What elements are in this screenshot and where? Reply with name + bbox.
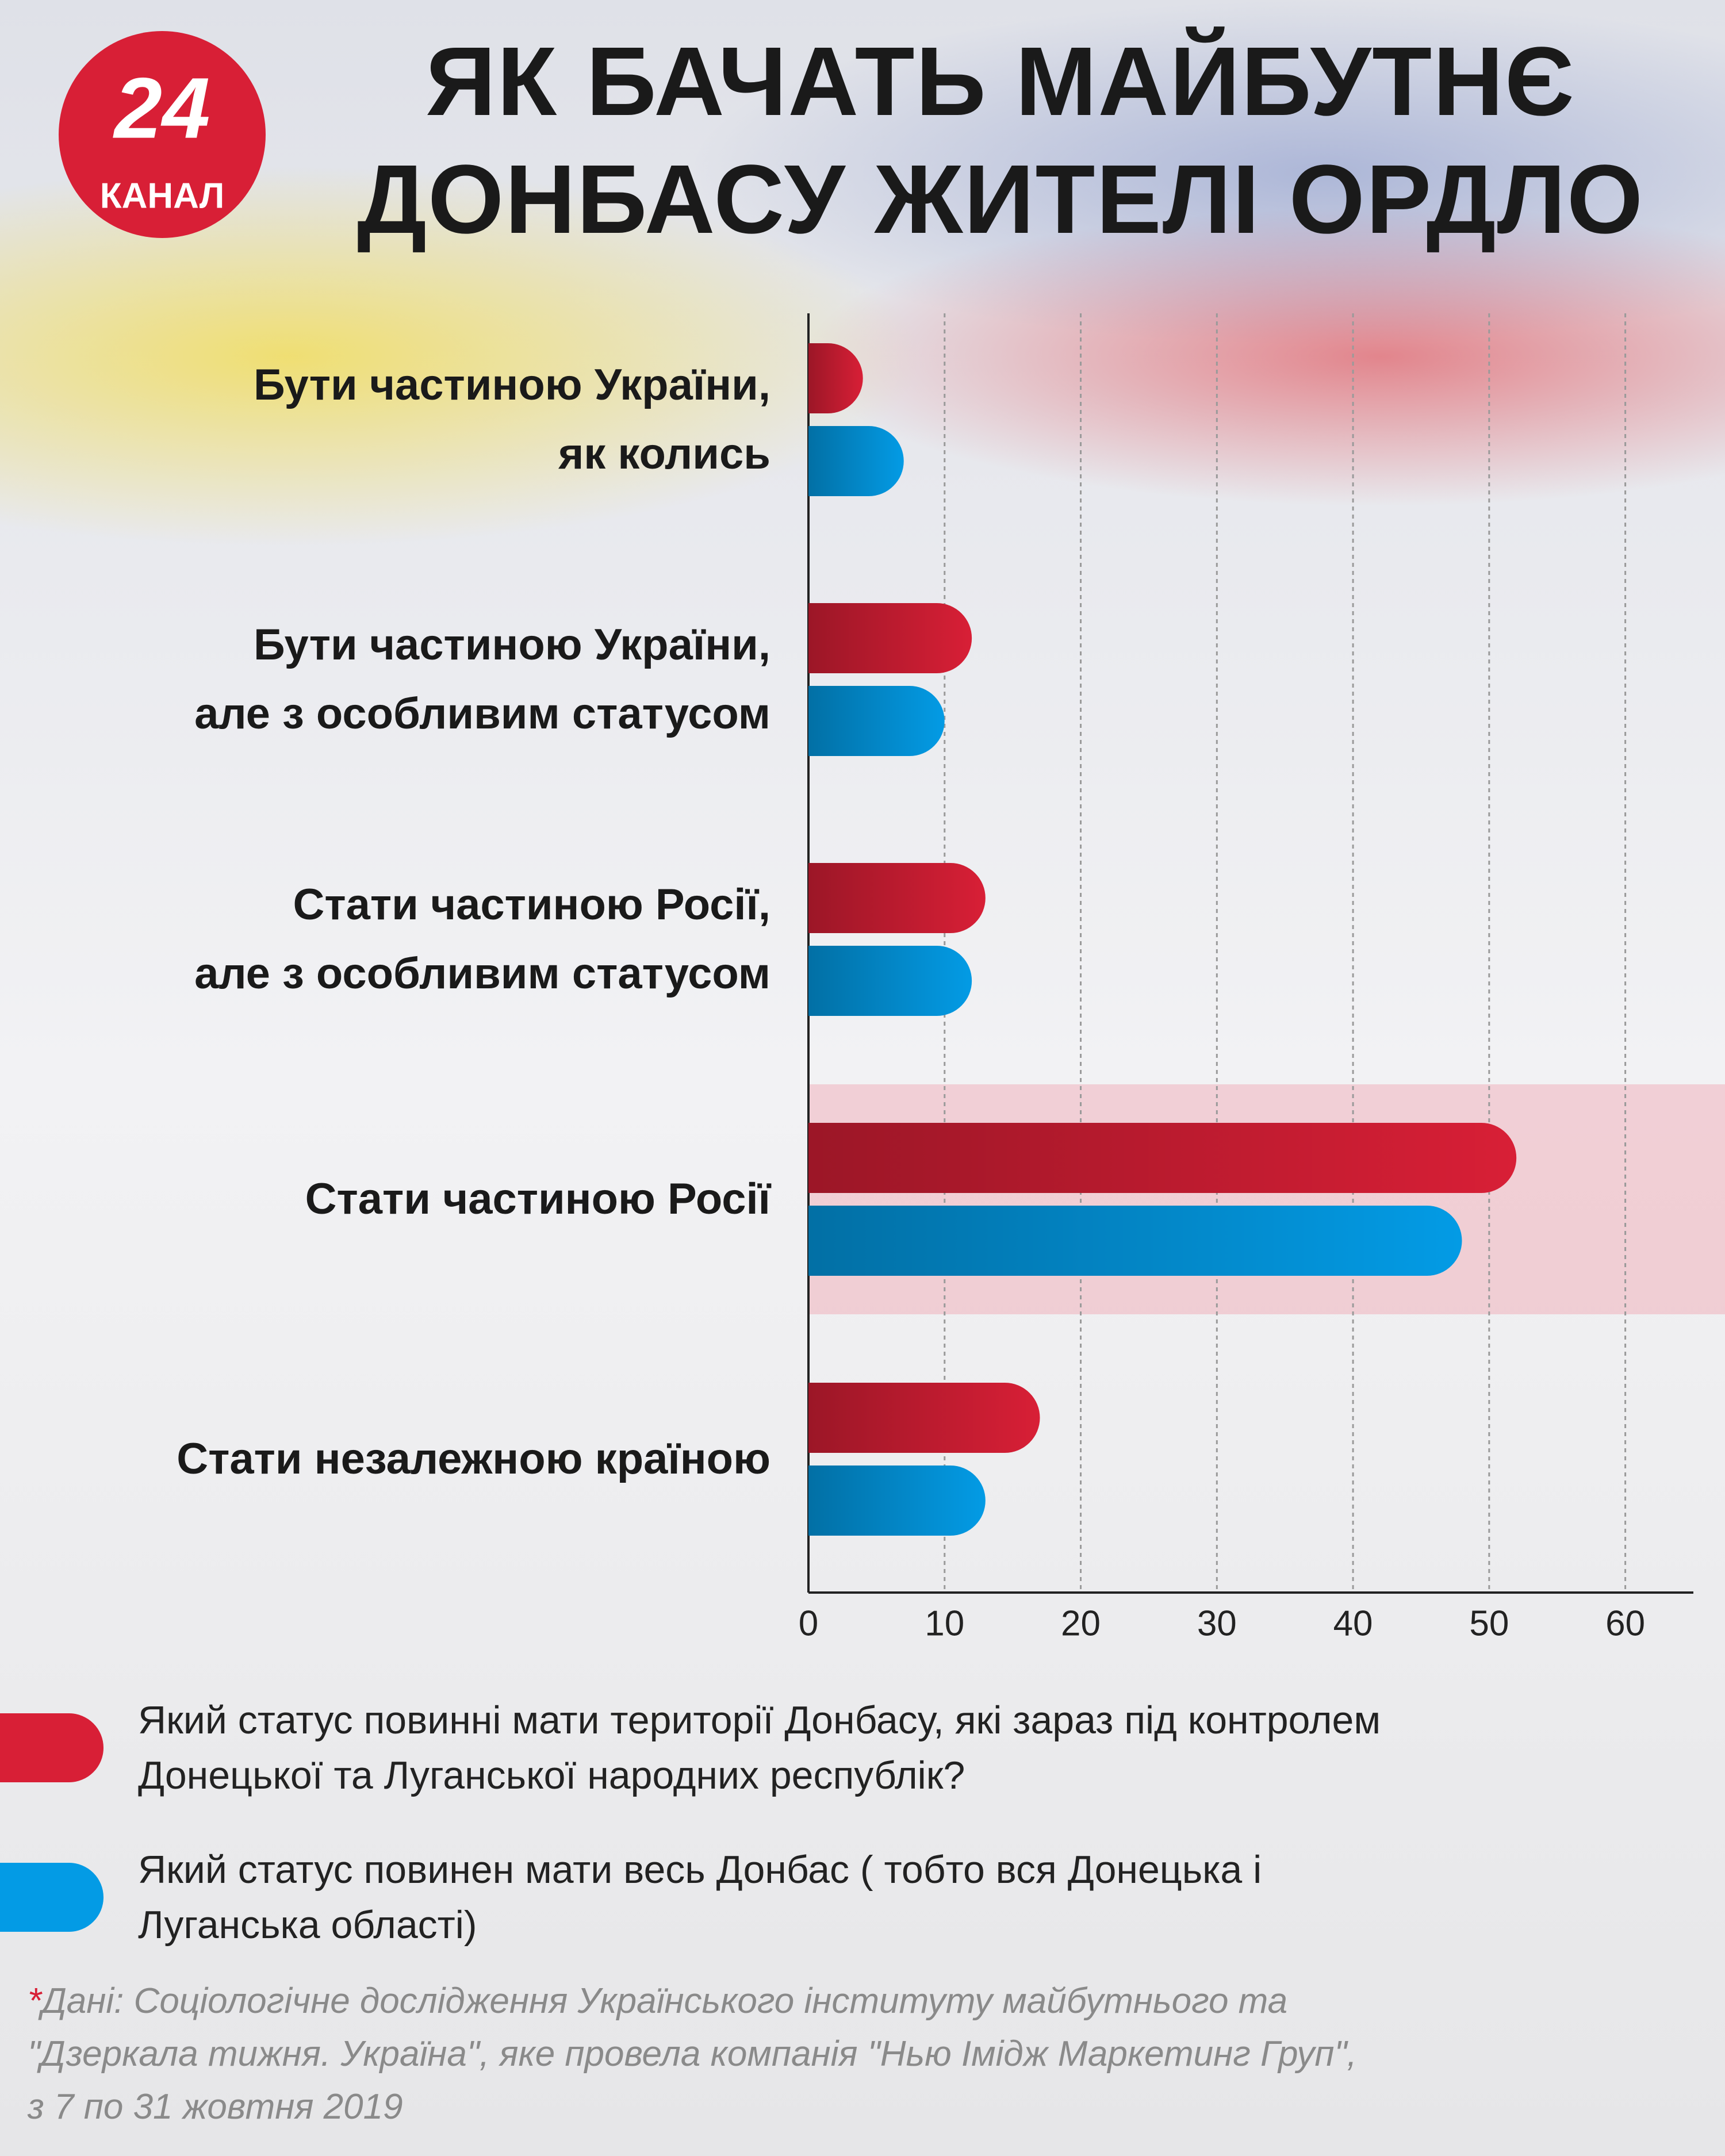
y-tick-label: Стати незалежною країною bbox=[177, 1434, 770, 1483]
logo-number: 24 bbox=[113, 60, 210, 156]
y-tick-label: Бути частиною України, але з особливим с… bbox=[194, 620, 770, 738]
bar-shade bbox=[808, 686, 945, 756]
source: *Дані: Соціологічне дослідження Українсь… bbox=[28, 1975, 1357, 2134]
bar-shade bbox=[808, 343, 863, 413]
logo: 24 КАНАЛ bbox=[59, 31, 266, 238]
x-tick-label: 20 bbox=[1061, 1603, 1101, 1643]
bar-shade bbox=[808, 1206, 1462, 1276]
bar-shade bbox=[808, 426, 904, 496]
x-tick-label: 50 bbox=[1469, 1603, 1509, 1643]
y-tick-label: Бути частиною України, як колись bbox=[253, 360, 770, 478]
highlight-band bbox=[808, 1084, 1725, 1314]
x-tick-label: 0 bbox=[799, 1603, 818, 1643]
bar-shade bbox=[808, 1123, 1517, 1193]
bar-shade bbox=[808, 946, 972, 1016]
legend-swatch bbox=[0, 1863, 103, 1932]
bar-shade bbox=[808, 1466, 986, 1536]
y-tick-label: Стати частиною Росії bbox=[305, 1175, 770, 1223]
legend-label: Який статус повинні мати території Донба… bbox=[138, 1698, 1381, 1797]
legend-swatch bbox=[0, 1713, 103, 1782]
flag-tint bbox=[690, 0, 1725, 345]
legend-label: Який статус повинен мати весь Донбас ( т… bbox=[138, 1848, 1262, 1947]
source-text: Дані: Соціологічне дослідження Українськ… bbox=[28, 1981, 1357, 2127]
source-marker: * bbox=[28, 1981, 42, 2021]
logo-circle bbox=[59, 31, 266, 238]
x-tick-label: 60 bbox=[1605, 1603, 1645, 1643]
logo-name: КАНАЛ bbox=[100, 176, 224, 216]
x-tick-label: 30 bbox=[1197, 1603, 1237, 1643]
x-tick-label: 40 bbox=[1333, 1603, 1373, 1643]
y-tick-label: Стати частиною Росії, але з особливим ст… bbox=[194, 880, 770, 998]
chart-title: ЯК БАЧАТЬ МАЙБУТНЄ ДОНБАСУ ЖИТЕЛІ ОРДЛО bbox=[356, 27, 1644, 254]
x-tick-label: 10 bbox=[925, 1603, 964, 1643]
bar-shade bbox=[808, 863, 986, 933]
bar-shade bbox=[808, 603, 972, 673]
bar-shade bbox=[808, 1383, 1040, 1453]
flag-tint bbox=[0, 167, 920, 546]
